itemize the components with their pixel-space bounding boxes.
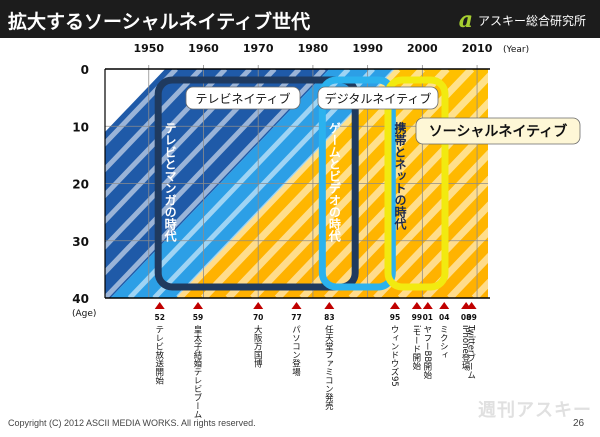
watermark: 週刊アスキー xyxy=(478,400,592,421)
x-tick-label: 2000 xyxy=(407,42,438,55)
brand-logo: a xyxy=(458,7,473,33)
age-stripe xyxy=(471,278,488,298)
y-tick-label: 20 xyxy=(72,178,89,192)
event-year-label: 99 xyxy=(412,313,422,322)
era-label: ゲームとビデオの時代 xyxy=(327,121,341,243)
event-year-label: 95 xyxy=(390,313,400,322)
age-stripe xyxy=(422,227,488,298)
y-tick-label: 0 xyxy=(81,63,89,77)
event-label: iPhone登場 xyxy=(460,325,470,372)
era-label: テレビとマンガの時代 xyxy=(163,122,177,243)
y-tick-label: 40 xyxy=(72,292,89,306)
age-stripe xyxy=(105,69,203,173)
x-unit-label: (Year) xyxy=(503,45,529,55)
event-label: テレビ放送開始 xyxy=(154,325,164,385)
generation-box xyxy=(318,76,396,291)
x-tick-label: 1990 xyxy=(352,42,383,55)
generation-name: ソーシャルネイティブ xyxy=(429,123,568,140)
generation-name: デジタルネイティブ xyxy=(325,91,432,106)
event-year-label: 01 xyxy=(423,313,433,322)
x-tick-label: 1980 xyxy=(298,42,329,55)
event-year-label: 70 xyxy=(253,313,263,322)
age-stripe xyxy=(499,69,600,298)
event-label: 皇太子結婚テレビブーム xyxy=(192,324,202,418)
generation-name-box xyxy=(185,86,301,110)
event-marker xyxy=(389,302,400,309)
y-tick-label: 30 xyxy=(72,235,89,249)
event-year-label: 59 xyxy=(193,313,203,322)
event-marker xyxy=(439,302,450,309)
event-marker xyxy=(291,302,302,309)
event-year-label: 77 xyxy=(291,313,301,322)
event-marker xyxy=(422,302,433,309)
age-stripe xyxy=(105,69,178,148)
x-tick-label: 1970 xyxy=(243,42,274,55)
event-marker xyxy=(466,302,477,309)
x-tick-label: 1960 xyxy=(188,42,219,55)
event-label: ミクシィ xyxy=(438,325,448,359)
generation-name-box xyxy=(415,117,581,145)
event-label: iモード開始 xyxy=(411,325,421,371)
brand: a アスキー総合研究所 xyxy=(458,7,586,33)
page-number: 26 xyxy=(573,418,585,429)
generation-name: テレビネイティブ xyxy=(195,91,290,106)
y-tick-label: 10 xyxy=(72,120,89,134)
event-label: ウィンドウズ95 xyxy=(389,325,399,387)
y-unit-label: (Age) xyxy=(72,309,96,319)
event-marker xyxy=(411,302,422,309)
x-tick-label: 1950 xyxy=(133,42,164,55)
event-label: 大阪万国博 xyxy=(252,324,262,368)
page-title: 拡大するソーシャルネイティブ世代 xyxy=(8,11,311,33)
event-label: Twitterブーム xyxy=(466,324,476,379)
event-year-label: 09 xyxy=(466,313,476,322)
generation-box xyxy=(154,76,359,291)
event-marker xyxy=(154,302,165,309)
event-marker xyxy=(253,302,264,309)
age-stripe xyxy=(397,201,488,298)
event-marker xyxy=(324,302,335,309)
event-label: 任天堂ファミコン発売 xyxy=(323,324,333,411)
x-tick-label: 2010 xyxy=(462,42,493,55)
event-label: ヤフーBB開始 xyxy=(422,325,432,380)
generation-name-box xyxy=(317,86,439,110)
age-stripe xyxy=(447,252,488,298)
era-label: 携帯とネットの時代 xyxy=(393,121,407,231)
brand-name: アスキー総合研究所 xyxy=(477,13,586,28)
event-label: パソコン登場 xyxy=(291,325,301,377)
copyright-text: Copyright (C) 2012 ASCII MEDIA WORKS. Al… xyxy=(8,418,256,428)
event-year-label: 83 xyxy=(324,313,334,322)
event-year-label: 52 xyxy=(154,313,164,322)
event-year-label: 08 xyxy=(461,313,471,322)
event-marker xyxy=(193,302,204,309)
event-year-label: 04 xyxy=(439,313,449,322)
generation-box xyxy=(384,76,449,291)
title-bar: 拡大するソーシャルネイティブ世代 a アスキー総合研究所 xyxy=(0,0,600,38)
